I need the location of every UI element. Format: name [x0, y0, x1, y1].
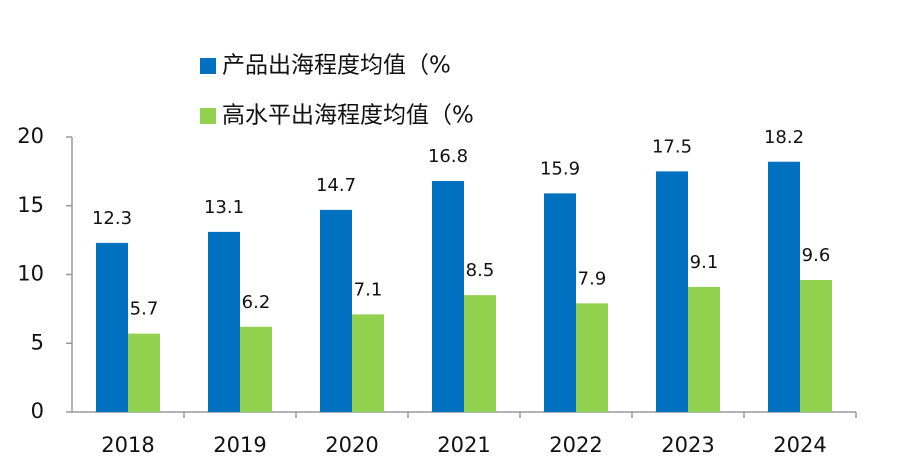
y-tick-label: 0 — [31, 399, 44, 423]
data-label: 6.2 — [242, 292, 271, 313]
bar — [128, 333, 160, 412]
bar — [800, 280, 832, 412]
data-label: 5.7 — [130, 299, 159, 320]
data-label: 14.7 — [316, 175, 356, 196]
x-tick-label: 2023 — [661, 433, 714, 457]
data-label: 9.6 — [802, 245, 831, 266]
bar — [768, 161, 800, 412]
x-tick-label: 2018 — [101, 433, 154, 457]
bar — [240, 326, 272, 412]
legend-swatch — [200, 108, 216, 124]
legend-label: 高水平出海程度均值（% — [222, 103, 474, 129]
bar — [656, 171, 688, 412]
y-tick-label: 10 — [17, 262, 44, 286]
data-label: 8.5 — [466, 260, 495, 281]
data-label: 15.9 — [540, 158, 580, 179]
bar — [320, 209, 352, 412]
y-tick-label: 5 — [31, 330, 44, 354]
data-label: 12.3 — [92, 208, 132, 229]
y-tick-label: 15 — [17, 193, 44, 217]
bar — [544, 193, 576, 412]
data-label: 7.9 — [578, 268, 607, 289]
data-label: 9.1 — [690, 252, 719, 273]
bar — [352, 314, 384, 412]
data-label: 18.2 — [764, 127, 804, 148]
bar — [464, 295, 496, 412]
bar — [208, 231, 240, 412]
bar — [576, 303, 608, 412]
y-tick-label: 20 — [17, 124, 44, 148]
data-label: 17.5 — [652, 136, 692, 157]
bar — [432, 181, 464, 412]
bar — [688, 286, 720, 412]
x-tick-label: 2020 — [325, 433, 378, 457]
x-tick-label: 2021 — [437, 433, 490, 457]
x-tick-label: 2022 — [549, 433, 602, 457]
data-label: 16.8 — [428, 146, 468, 167]
data-label: 13.1 — [204, 197, 244, 218]
data-label: 7.1 — [354, 279, 383, 300]
legend-swatch — [200, 58, 216, 74]
x-tick-label: 2019 — [213, 433, 266, 457]
x-tick-label: 2024 — [773, 433, 826, 457]
legend-label: 产品出海程度均值（% — [222, 53, 451, 79]
bar — [96, 242, 128, 412]
